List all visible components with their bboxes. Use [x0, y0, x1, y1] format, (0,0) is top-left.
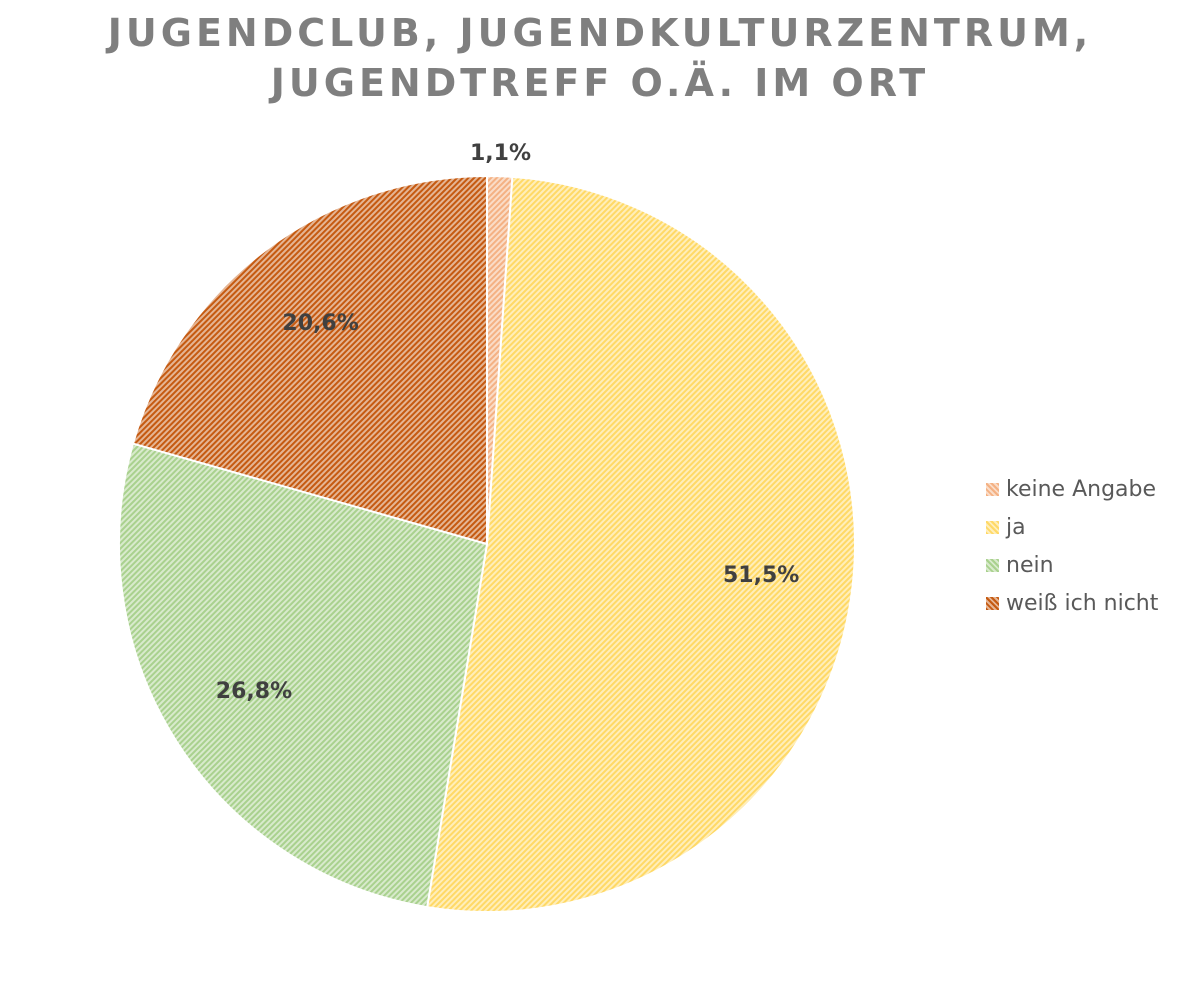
- legend-label: ja: [1006, 514, 1026, 540]
- data-label-keine-angabe: 1,1%: [470, 141, 531, 166]
- pie-slice-ja[interactable]: [426, 175, 856, 913]
- chart-title-line-2: JUGENDTREFF O.Ä. IM ORT: [270, 61, 930, 105]
- legend-swatch-ja: [986, 520, 999, 534]
- legend-swatch-nein: [986, 558, 999, 572]
- legend-label: nein: [1006, 552, 1054, 578]
- chart-title-line-1: JUGENDCLUB, JUGENDKULTURZENTRUM,: [107, 11, 1093, 55]
- legend-item-weiss-ich-nicht[interactable]: weiß ich nicht: [986, 584, 1158, 622]
- legend-item-keine-angabe[interactable]: keine Angabe: [986, 470, 1158, 508]
- legend-item-ja[interactable]: ja: [986, 508, 1158, 546]
- pie-slices: [118, 174, 856, 913]
- chart-title: JUGENDCLUB, JUGENDKULTURZENTRUM, JUGENDT…: [0, 8, 1200, 108]
- data-label-ja: 51,5%: [723, 563, 799, 588]
- pie-slice-nein[interactable]: [118, 442, 489, 909]
- legend-label: keine Angabe: [1006, 476, 1157, 502]
- legend-swatch-weiss-ich-nicht: [986, 596, 999, 610]
- legend-label: weiß ich nicht: [1006, 590, 1159, 616]
- data-label-nein: 26,8%: [216, 679, 292, 704]
- legend-swatch-keine-angabe: [986, 482, 999, 496]
- data-label-weiss-ich-nicht: 20,6%: [282, 311, 358, 336]
- legend: keine Angabe ja nein weiß ich nicht: [986, 470, 1158, 622]
- pie-slice-weiss-ich-nicht[interactable]: [131, 174, 488, 546]
- pie-data-labels: 1,1% 51,5% 26,8% 20,6%: [216, 141, 800, 704]
- legend-item-nein[interactable]: nein: [986, 546, 1158, 584]
